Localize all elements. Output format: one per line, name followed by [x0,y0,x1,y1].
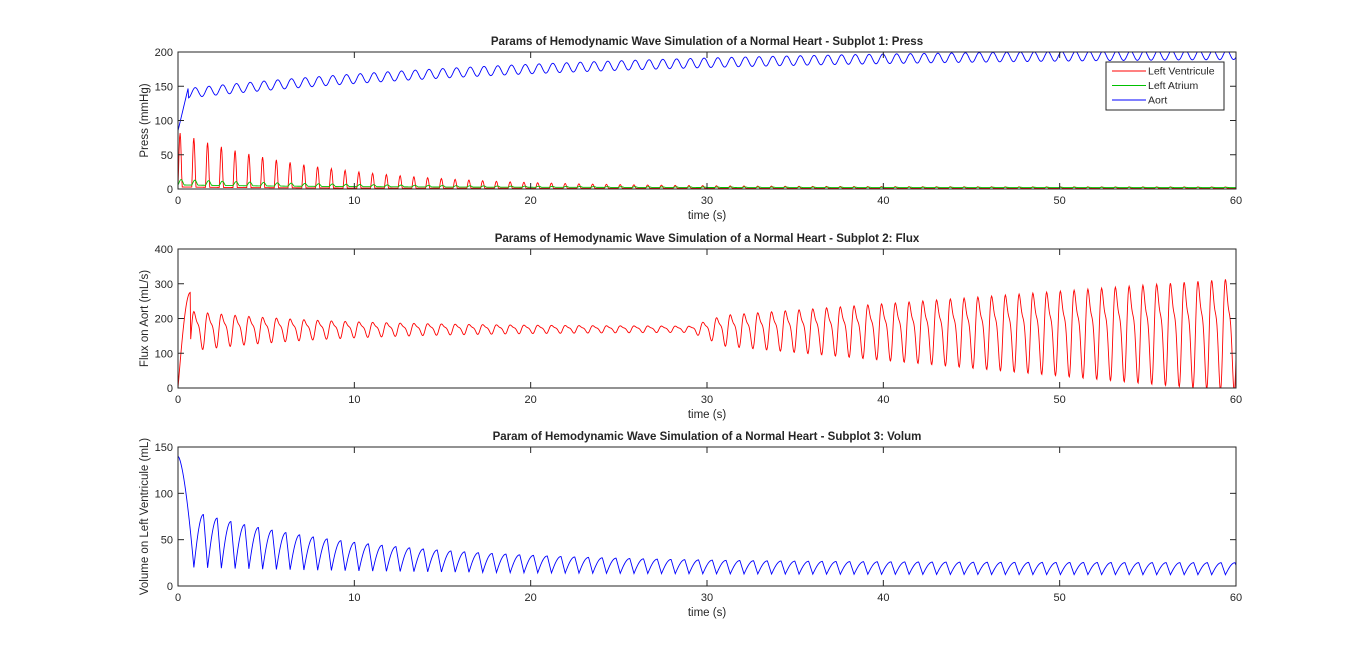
legend: Left Ventricule Left Atrium Aort [1105,61,1225,111]
x-tick-label: 0 [175,195,181,207]
plot-area [177,51,1237,190]
x-tick-label: 40 [877,592,889,604]
y-tick-label: 150 [155,442,173,454]
x-tick-label: 60 [1230,394,1242,406]
x-tick-label: 30 [701,394,713,406]
x-tick-label: 10 [348,394,360,406]
x-tick-label: 50 [1054,195,1066,207]
x-axis-label: time (s) [688,210,727,222]
y-tick-label: 100 [155,348,173,360]
legend-entry: Left Ventricule [1148,66,1215,78]
y-tick-label: 100 [155,116,173,128]
x-tick-label: 40 [877,394,889,406]
y-tick-label: 0 [167,383,173,395]
x-tick-label: 60 [1230,195,1242,207]
y-tick-label: 400 [155,244,173,256]
y-axis-label: Volume on Left Ventricule (mL) [139,438,151,595]
series-line-1 [178,279,1236,388]
y-tick-label: 200 [155,47,173,59]
chart-title: Param of Hemodynamic Wave Simulation of … [493,431,922,443]
x-tick-label: 60 [1230,592,1242,604]
subplot-1: 0 10 20 30 40 50 60 0 50 100 150 200 Params of Hemod… [139,36,1242,222]
x-tick-label: 30 [701,195,713,207]
x-tick-label: 40 [877,195,889,207]
x-tick-label: 0 [175,592,181,604]
y-axis-label: Flux on Aort (mL/s) [139,270,151,367]
x-tick-label: 20 [525,195,537,207]
y-tick-label: 50 [161,535,173,547]
subplot-2: 0 10 20 30 40 50 60 0 100 200 300 400 Params of Hemo… [139,233,1242,421]
plot-area [177,446,1237,587]
y-tick-label: 150 [155,81,173,93]
y-tick-label: 0 [167,184,173,196]
x-tick-label: 20 [525,394,537,406]
x-tick-label: 0 [175,394,181,406]
plot-area [177,248,1237,389]
x-axis-label: time (s) [688,409,727,421]
chart-title: Params of Hemodynamic Wave Simulation of… [495,233,920,245]
y-tick-label: 300 [155,279,173,291]
legend-entry: Left Atrium [1148,80,1198,92]
x-tick-label: 20 [525,592,537,604]
x-axis-label: time (s) [688,607,727,619]
x-tick-label: 50 [1054,592,1066,604]
y-tick-label: 50 [161,150,173,162]
series-line-1 [178,455,1236,576]
y-tick-label: 100 [155,488,173,500]
x-tick-label: 50 [1054,394,1066,406]
x-tick-label: 10 [348,592,360,604]
x-tick-label: 30 [701,592,713,604]
y-axis-label: Press (mmHg) [139,83,151,157]
y-tick-label: 200 [155,314,173,326]
x-tick-label: 10 [348,195,360,207]
chart-title: Params of Hemodynamic Wave Simulation of… [491,36,923,48]
y-tick-label: 0 [167,581,173,593]
subplot-3: 0 10 20 30 40 50 60 0 50 100 150 Param of Hemodynam… [139,431,1242,619]
legend-entry: Aort [1148,95,1167,107]
